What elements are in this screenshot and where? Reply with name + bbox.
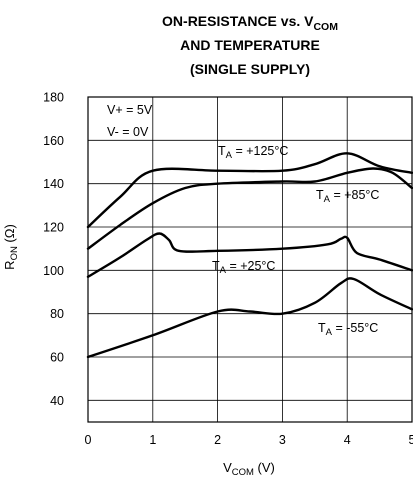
- y-tick-label: 60: [50, 351, 64, 365]
- series-label-125c: TA = +125°C: [218, 144, 288, 161]
- y-tick-label: 80: [50, 307, 64, 321]
- x-tick-label: 5: [409, 433, 413, 447]
- series-labels: TA = +125°C TA = +85°C TA = +25°C TA = -…: [212, 144, 379, 338]
- chart-title-line-2: AND TEMPERATURE: [180, 37, 320, 53]
- y-tick-label: 180: [43, 91, 64, 105]
- grid: [88, 96, 412, 422]
- chart-title-line-3: (SINGLE SUPPLY): [190, 61, 310, 77]
- series-label-25c: TA = +25°C: [212, 259, 275, 276]
- series-line-1: [86, 167, 413, 250]
- series-line-3: [86, 277, 413, 359]
- chart-title: ON-RESISTANCE vs. VCOM AND TEMPERATURE (…: [162, 13, 338, 77]
- y-axis-label: RON (Ω): [2, 224, 20, 270]
- x-tick-label: 1: [149, 433, 156, 447]
- series-line-2: [86, 232, 413, 278]
- series-label-85c: TA = +85°C: [316, 188, 379, 205]
- x-tick-label: 4: [344, 433, 351, 447]
- x-axis-label: VCOM (V): [223, 460, 275, 478]
- x-tick-label: 2: [214, 433, 221, 447]
- y-tick-label: 40: [50, 394, 64, 408]
- series: [86, 152, 413, 359]
- y-tick-labels: 40 60 80 100 120 140 160 180: [43, 91, 64, 408]
- x-tick-label: 3: [279, 433, 286, 447]
- condition-vminus: V- = 0V: [107, 125, 149, 139]
- series-label-minus55c: TA = -55°C: [318, 321, 378, 338]
- y-tick-label: 120: [43, 221, 64, 235]
- x-tick-label: 0: [85, 433, 92, 447]
- plot-frame: [87, 96, 413, 423]
- y-tick-label: 160: [43, 134, 64, 148]
- conditions-box: V+ = 5V V- = 0V: [107, 103, 153, 139]
- series-line-0: [86, 152, 413, 229]
- chart-title-line-1: ON-RESISTANCE vs. VCOM: [162, 13, 338, 33]
- y-tick-label: 100: [43, 264, 64, 278]
- condition-vplus: V+ = 5V: [107, 103, 153, 117]
- x-tick-labels: 0 1 2 3 4 5: [85, 433, 413, 447]
- y-tick-label: 140: [43, 177, 64, 191]
